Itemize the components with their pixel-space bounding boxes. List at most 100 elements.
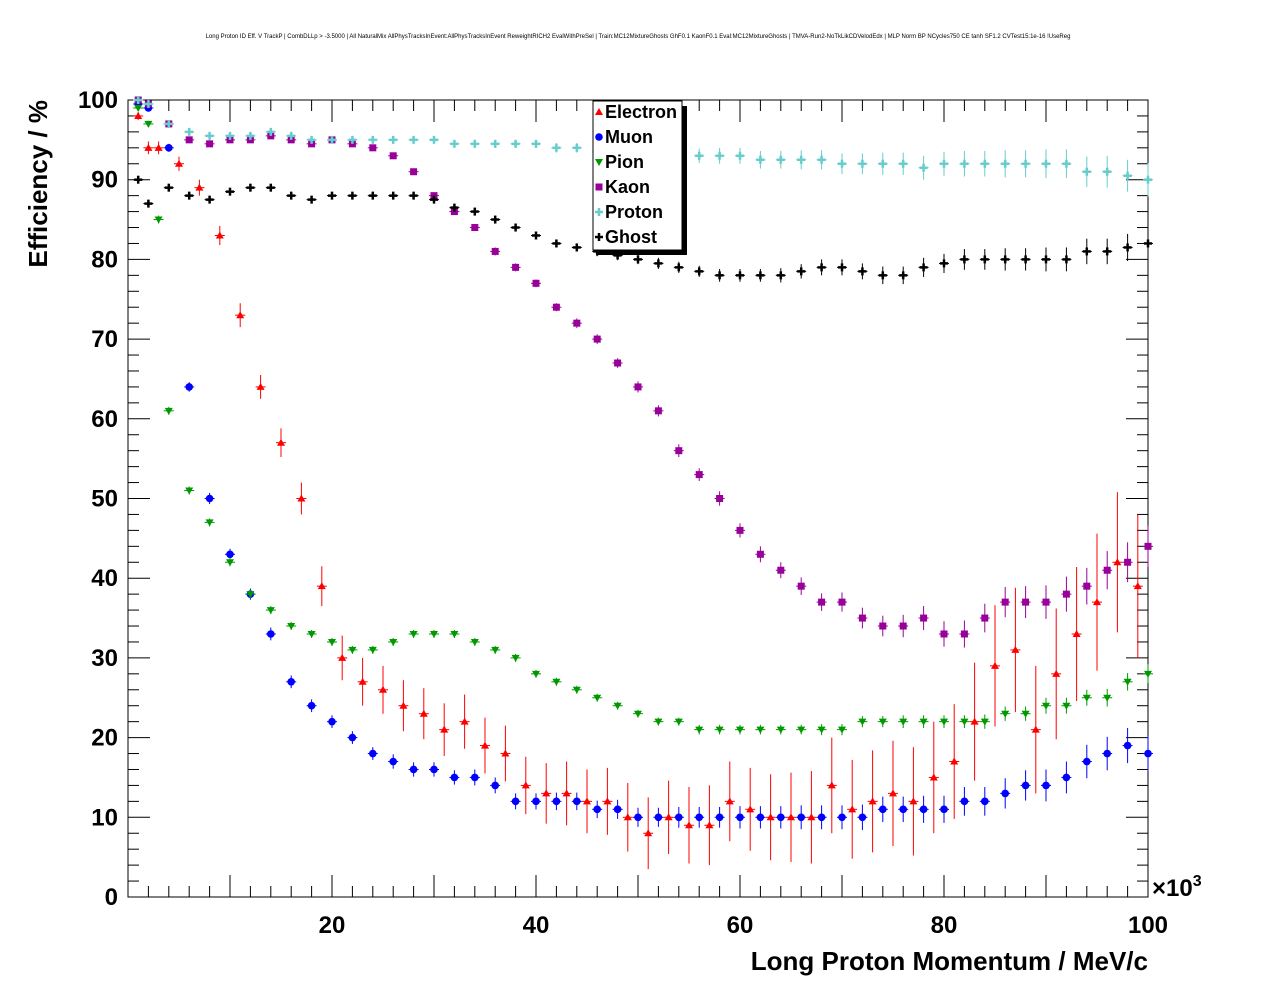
electron-point bbox=[378, 665, 388, 714]
electron-marker bbox=[501, 749, 510, 757]
ghost-point bbox=[408, 191, 419, 200]
proton-marker bbox=[776, 155, 785, 164]
pion-point bbox=[531, 669, 541, 678]
pion-marker bbox=[1082, 694, 1091, 702]
kaon-marker bbox=[756, 550, 764, 558]
pion-marker bbox=[287, 623, 296, 631]
ghost-point bbox=[449, 203, 460, 212]
electron-point bbox=[847, 759, 858, 859]
kaon-point bbox=[918, 606, 929, 631]
pion-marker bbox=[858, 718, 867, 726]
proton-marker bbox=[552, 143, 561, 152]
kaon-marker bbox=[675, 447, 683, 455]
muon-point bbox=[653, 807, 664, 827]
ghost-point bbox=[673, 261, 684, 273]
kaon-point bbox=[510, 263, 521, 272]
electron-marker bbox=[644, 829, 653, 837]
pion-point bbox=[837, 724, 847, 736]
electron-point bbox=[316, 566, 327, 607]
ghost-point bbox=[877, 266, 888, 285]
kaon-marker bbox=[410, 168, 418, 176]
electron-point bbox=[541, 763, 552, 824]
electron-marker bbox=[236, 311, 245, 319]
electron-marker bbox=[705, 821, 714, 829]
kaon-point bbox=[735, 523, 745, 538]
pion-marker bbox=[226, 559, 234, 567]
ghost-marker bbox=[817, 263, 826, 272]
ghost-marker bbox=[266, 183, 275, 192]
kaon-marker bbox=[797, 582, 805, 590]
muon-marker bbox=[430, 765, 438, 774]
kaon-marker bbox=[1001, 598, 1009, 606]
muon-point bbox=[408, 762, 419, 777]
kaon-marker bbox=[614, 359, 622, 367]
ghost-point bbox=[1000, 248, 1011, 271]
kaon-marker bbox=[654, 407, 662, 415]
kaon-marker bbox=[920, 614, 928, 622]
proton-marker bbox=[715, 151, 724, 160]
proton-marker bbox=[960, 159, 969, 168]
ghost-marker bbox=[695, 267, 704, 276]
kaon-point bbox=[1081, 567, 1092, 605]
proton-marker bbox=[940, 159, 948, 168]
pion-marker bbox=[613, 702, 622, 710]
proton-marker bbox=[532, 139, 540, 148]
pion-point bbox=[510, 653, 521, 662]
ghost-marker bbox=[226, 187, 234, 196]
kaon-marker bbox=[736, 526, 744, 534]
proton-point bbox=[1122, 159, 1133, 192]
x-tick-label: 100 bbox=[1128, 912, 1168, 939]
y-tick-label: 90 bbox=[91, 167, 118, 194]
muon-point bbox=[1102, 736, 1113, 771]
ghost-point bbox=[286, 191, 297, 200]
kaon-marker bbox=[471, 224, 479, 232]
electron-point bbox=[704, 785, 715, 866]
proton-point bbox=[1143, 162, 1153, 197]
electron-marker bbox=[1093, 598, 1101, 606]
ghost-marker bbox=[491, 215, 500, 224]
electron-marker bbox=[889, 789, 897, 797]
ghost-marker bbox=[654, 259, 663, 268]
muon-point bbox=[1061, 761, 1072, 794]
electron-marker bbox=[623, 813, 632, 821]
muon-marker bbox=[348, 733, 357, 742]
pion-point bbox=[1020, 706, 1031, 721]
muon-point bbox=[694, 806, 705, 828]
ghost-marker bbox=[246, 183, 255, 192]
muon-point bbox=[327, 715, 337, 729]
proton-point bbox=[143, 99, 154, 108]
muon-marker bbox=[573, 797, 581, 806]
pion-marker bbox=[776, 726, 785, 734]
electron-point bbox=[276, 428, 286, 458]
proton-point bbox=[347, 135, 358, 144]
proton-marker bbox=[980, 159, 989, 168]
electron-marker bbox=[1113, 558, 1122, 566]
pion-point bbox=[163, 406, 174, 415]
muon-marker bbox=[1021, 781, 1030, 790]
proton-point bbox=[531, 139, 541, 148]
electron-marker bbox=[827, 781, 836, 789]
pion-point bbox=[755, 724, 766, 735]
electron-marker bbox=[868, 797, 877, 805]
electron-point bbox=[949, 704, 960, 819]
pion-point bbox=[143, 120, 154, 128]
proton-marker bbox=[368, 135, 377, 144]
series-muon bbox=[133, 100, 1153, 831]
kaon-point bbox=[1041, 585, 1051, 619]
ghost-point bbox=[837, 259, 847, 276]
pion-point bbox=[490, 645, 501, 654]
kaon-point bbox=[837, 592, 847, 612]
kaon-marker bbox=[818, 598, 826, 606]
electron-point bbox=[602, 767, 613, 835]
kaon-marker bbox=[838, 598, 846, 606]
y-tick-label: 60 bbox=[91, 406, 118, 433]
pion-point bbox=[1000, 706, 1011, 721]
pion-marker bbox=[736, 726, 744, 734]
proton-marker bbox=[205, 131, 214, 140]
pion-point bbox=[735, 724, 745, 735]
electron-marker bbox=[277, 438, 285, 446]
kaon-point bbox=[816, 593, 827, 611]
ghost-marker bbox=[368, 191, 377, 200]
ghost-point bbox=[306, 195, 317, 204]
muon-marker bbox=[736, 813, 744, 822]
